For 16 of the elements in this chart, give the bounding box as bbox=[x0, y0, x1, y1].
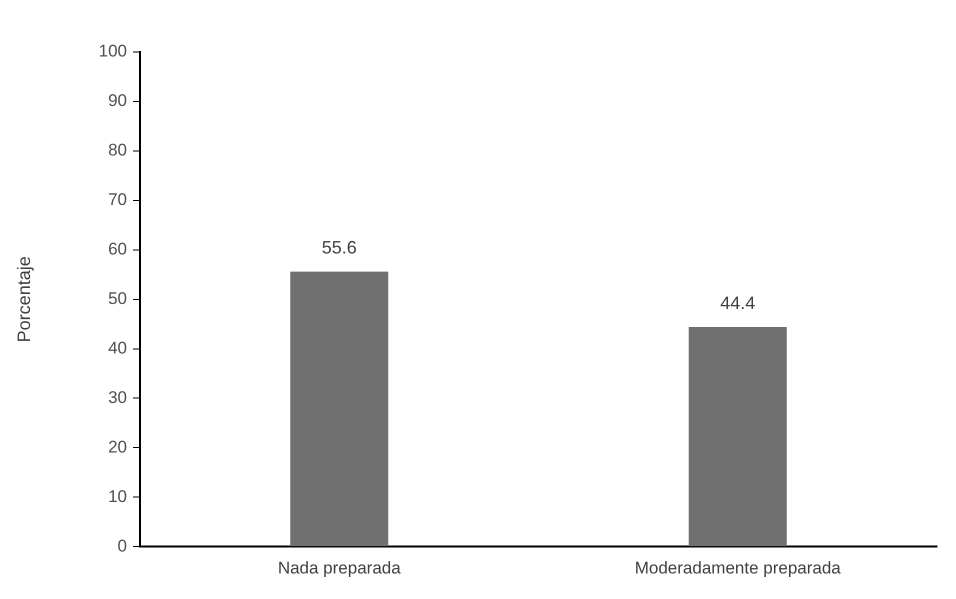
x-tick-label: Nada preparada bbox=[278, 558, 402, 578]
x-tick-label: Moderadamente preparada bbox=[634, 558, 842, 578]
y-tick-label: 50 bbox=[108, 288, 127, 308]
y-tick-label: 80 bbox=[108, 140, 127, 160]
y-tick-label: 30 bbox=[108, 388, 127, 407]
y-tick-label: 90 bbox=[108, 91, 127, 110]
y-tick-label: 0 bbox=[118, 536, 127, 556]
y-tick-label: 40 bbox=[108, 338, 127, 358]
y-tick-label: 60 bbox=[108, 240, 127, 259]
y-tick-label: 20 bbox=[108, 437, 127, 456]
y-tick-label: 10 bbox=[108, 486, 127, 506]
y-axis-title: Porcentaje bbox=[14, 256, 34, 342]
data-label: 55.6 bbox=[322, 238, 357, 258]
data-label: 44.4 bbox=[720, 292, 756, 313]
y-tick-label: 70 bbox=[108, 190, 127, 210]
y-tick-label: 100 bbox=[98, 42, 127, 61]
